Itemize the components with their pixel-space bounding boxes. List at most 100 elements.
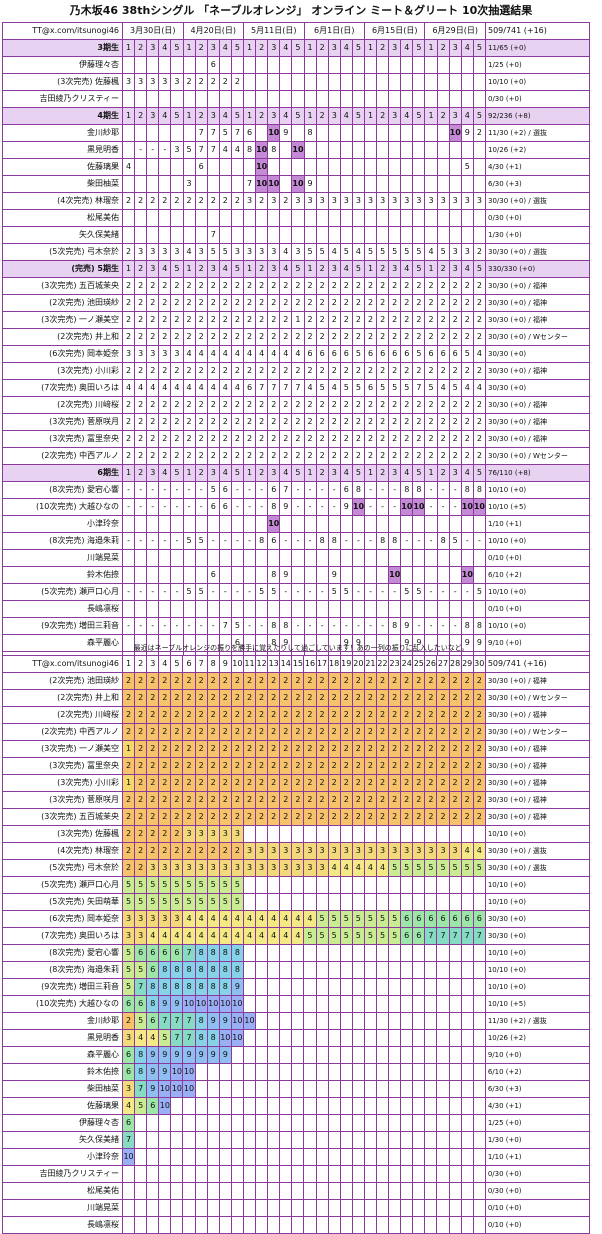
table-cell [327,141,341,159]
heat-cell: 2 [279,808,293,826]
heat-cell [339,1080,353,1098]
heat-cell: 2 [436,774,450,792]
table-cell: 4 [339,464,353,482]
heat-cell: 10 [230,1029,244,1047]
table-cell: 2 [327,328,341,346]
table-cell: 9 [327,566,341,584]
table-cell: 1 [242,39,257,57]
heat-cell: 2 [351,791,365,809]
table-cell: 2 [388,430,402,448]
heat-cell [339,961,353,979]
heat-cell: 9 [218,1012,232,1030]
table-cell: - [315,617,329,635]
heat-cell: 2 [170,825,184,843]
table-cell: 2 [303,277,317,295]
table-cell: 8 [315,532,329,550]
heat-cell [460,961,474,979]
heat-cell [255,1063,269,1081]
table-cell: 1 [363,39,378,57]
table-cell [376,124,390,142]
table-cell: 2 [206,294,220,312]
heat-cell [303,1029,317,1047]
table-cell: 2 [448,396,462,414]
table-cell: 6 [327,345,341,363]
table-cell: 3 [400,192,414,210]
table-cell: 2 [472,294,486,312]
table-cell: 10 [412,498,426,516]
table-cell [412,549,426,567]
table-cell: - [170,498,184,516]
table-cell: 5 [448,379,462,397]
table-cell [170,158,184,176]
table-cell: 2 [218,430,232,448]
result-cell: 30/30 (+0) / 福神 [484,294,590,312]
table-cell [194,566,208,584]
heat-cell: 2 [121,842,136,860]
heat-cell [146,1114,160,1132]
date-header: 6月1日(日) [303,22,365,40]
table-cell [242,600,257,618]
table-cell: 5 [218,124,232,142]
heat-cell: 9 [158,1063,172,1081]
heat-cell [121,1216,136,1234]
heat-cell [267,825,281,843]
table-cell: 1 [363,107,378,125]
heat-cell [351,1131,365,1149]
heat-cell: 2 [448,689,462,707]
heat-cell [424,1046,438,1064]
table-cell: 2 [279,192,293,210]
heat-cell [339,825,353,843]
table-cell: 5 [472,260,486,278]
heat-cell [291,1165,305,1183]
result-cell: 0/30 (+0) [484,1165,590,1183]
heat-cell: 2 [146,825,160,843]
table-cell: 5 [230,464,245,482]
table-cell: 2 [194,464,208,482]
heat-cell [206,1131,220,1149]
table-cell: 2 [194,39,208,57]
table-cell [363,175,378,193]
heat-cell: 2 [242,757,257,775]
heat-cell: 2 [315,740,329,758]
heat-cell: 6 [424,910,438,928]
table-cell: 8 [376,532,390,550]
heat-cell [400,1097,414,1115]
table-cell: 2 [267,294,281,312]
heat-cell [412,825,426,843]
table-cell [194,90,208,108]
table-cell [448,209,462,227]
table-cell [351,566,365,584]
heat-cell: 5 [460,859,474,877]
table-cell: 2 [121,294,136,312]
result-cell: 0/10 (+0) [484,1199,590,1217]
table-cell [315,549,329,567]
table-cell [315,226,329,244]
table-cell: 5 [412,260,426,278]
table-cell: 2 [472,243,486,261]
heat-cell: 2 [146,757,160,775]
table-cell: 1 [121,39,136,57]
heat-cell: 9 [146,1046,160,1064]
table-cell: 2 [436,430,450,448]
heat-cell: 7 [424,927,438,945]
table-cell [339,549,353,567]
table-cell: 10 [460,566,474,584]
table-cell [339,209,353,227]
table-cell: 4 [194,379,208,397]
heat-cell [291,1029,305,1047]
heat-cell: 3 [315,859,329,877]
table-cell: - [388,481,402,499]
heat-cell [363,1131,377,1149]
heat-cell: 5 [158,876,172,894]
header-source: TT@x.com/itsunogi46 [2,22,123,40]
table-cell: 5 [412,243,426,261]
heat-cell: 4 [134,1029,148,1047]
member-name: 柴田柚菜 [2,175,123,193]
table-cell [255,549,269,567]
heat-cell: 2 [363,723,377,741]
table-cell: 6 [363,345,378,363]
table-cell: - [146,498,160,516]
table-cell [424,56,438,74]
heat-cell: 2 [230,791,244,809]
heat-cell: 2 [242,774,257,792]
